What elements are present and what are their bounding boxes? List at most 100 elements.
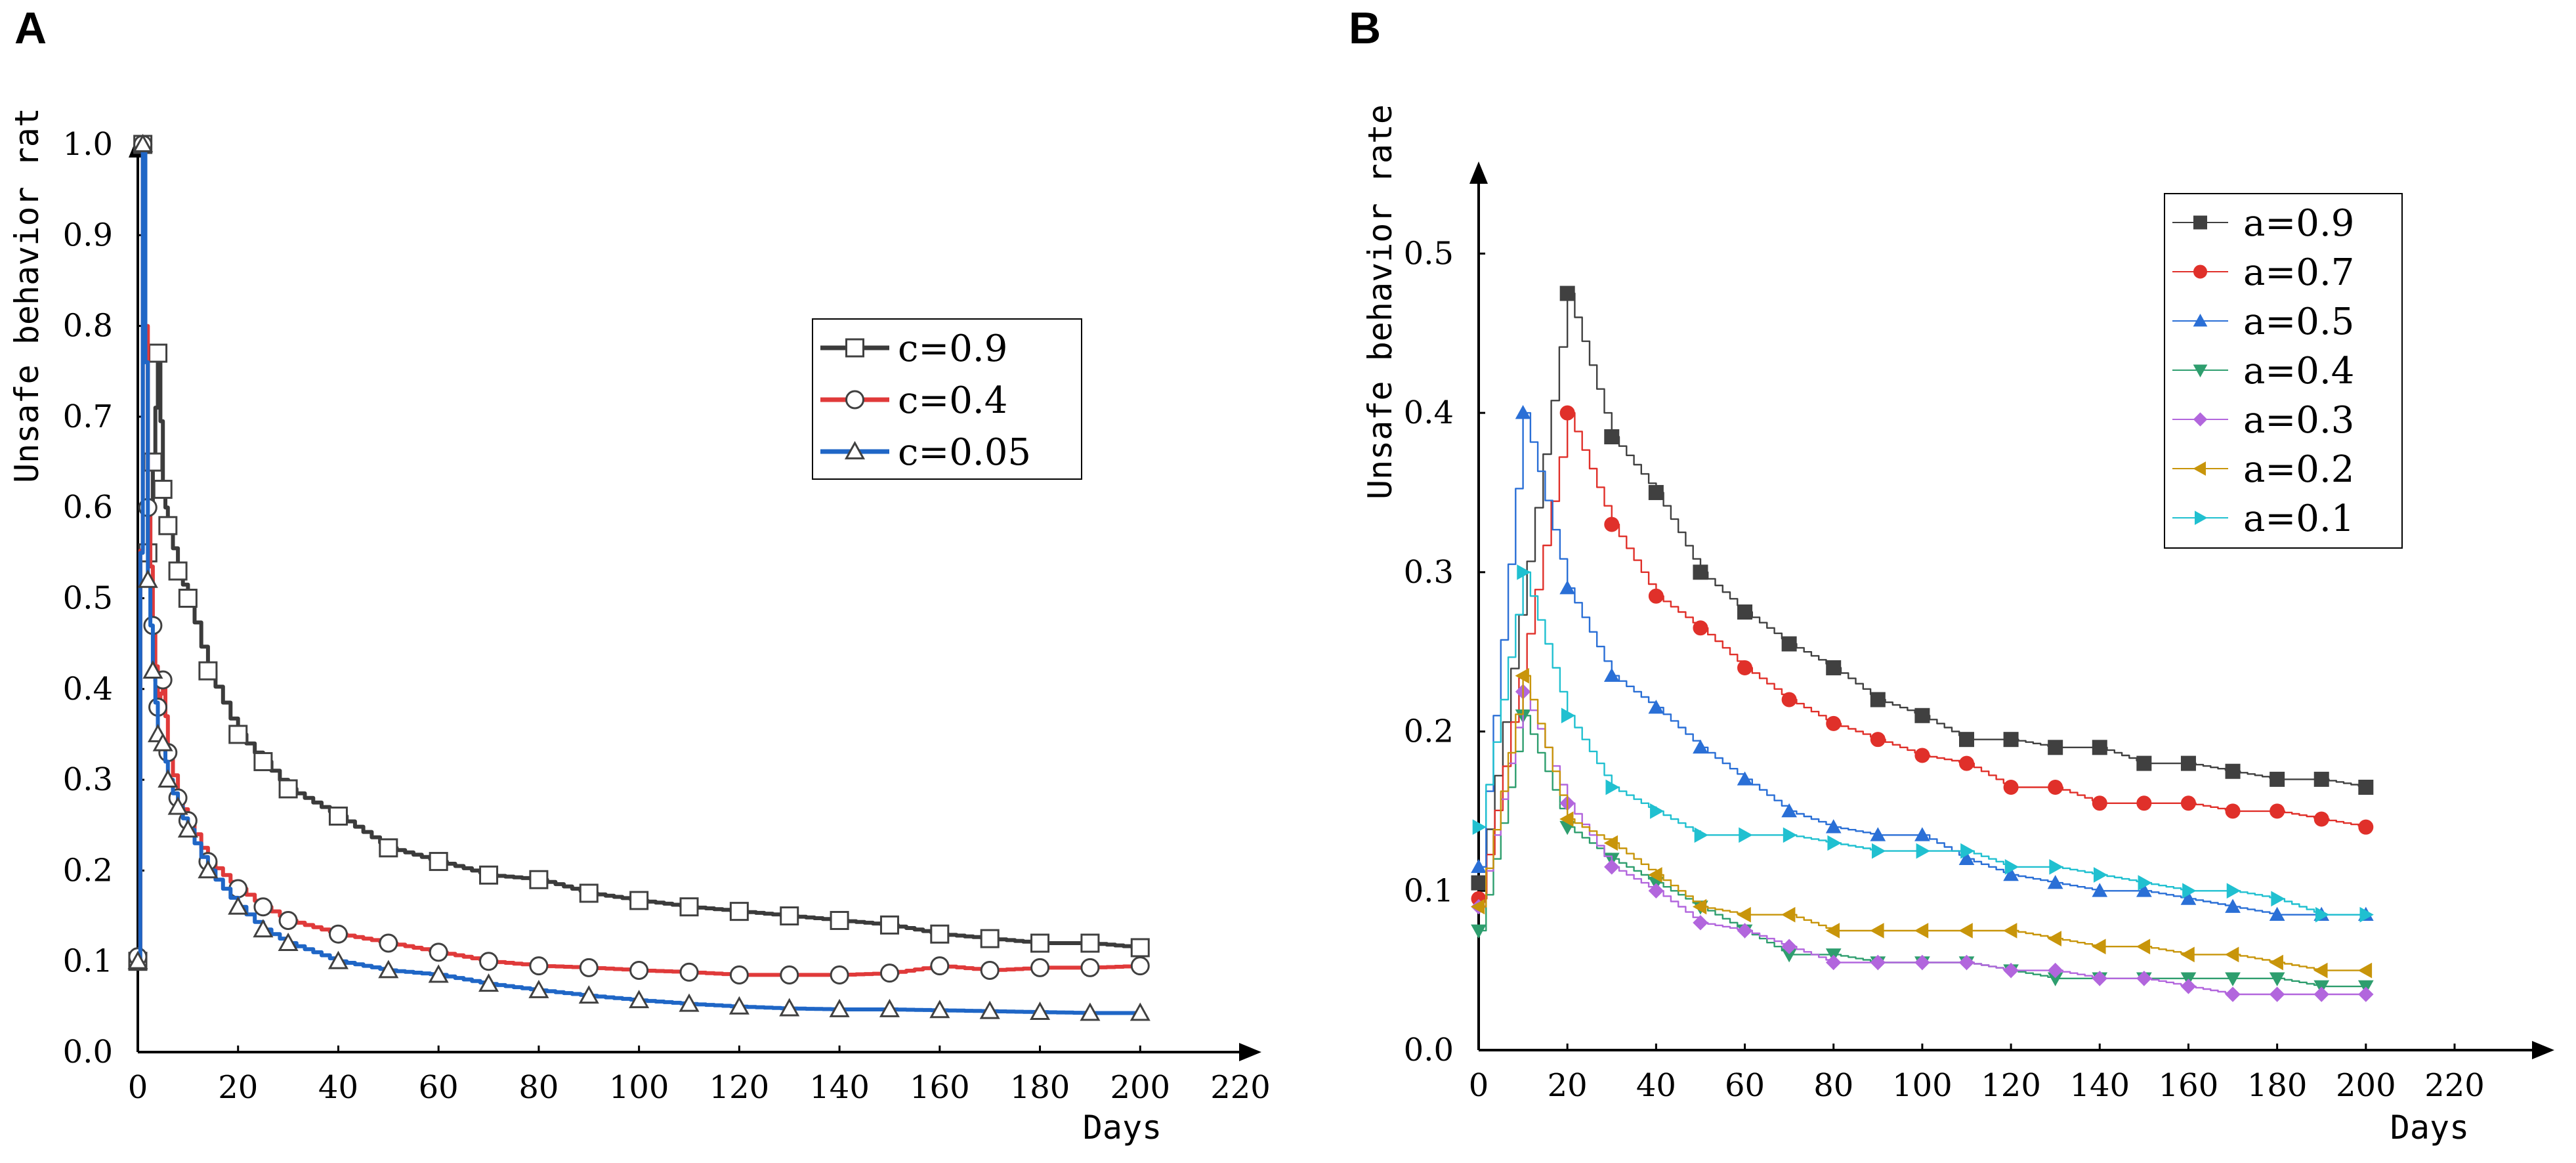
chart-a-series-c=0.9 (128, 135, 1150, 971)
chart-a-legend-label: c=0.9 (898, 328, 1007, 370)
chart-b-point (1826, 660, 1842, 675)
chart-a-x-axis-arrow (1239, 1043, 1261, 1061)
chart-a-point (127, 950, 148, 969)
chart-a: 0 20 40 60 80 100 120 140 160 180 200 220 0.0 0.1 0.2 0… (8, 108, 1271, 1147)
chart-b-x-tick-label: 140 (2069, 1067, 2130, 1104)
chart-a-point (679, 993, 700, 1012)
chart-a-point (728, 996, 750, 1015)
chart-a-point (228, 896, 249, 915)
chart-b-point (1781, 906, 1796, 923)
chart-a-legend: c=0.9 c=0.4 c=0.05 (812, 318, 1082, 480)
chart-a-point (879, 963, 899, 983)
chart-a-point (1030, 933, 1050, 953)
chart-b-point (2092, 740, 2107, 755)
chart-a-y-tick-label: 0.5 (63, 580, 113, 617)
chart-a-series-c=0.05 (127, 133, 1151, 1021)
chart-b-x-tick-label: 220 (2424, 1067, 2485, 1104)
chart-b-point (2180, 946, 2195, 963)
chart-b-y-axis-title: Unsafe behavior rate (1361, 104, 1399, 499)
chart-b-legend-label: a=0.4 (2243, 350, 2354, 392)
chart-b-point (1737, 906, 1751, 923)
chart-b-point (2225, 803, 2241, 819)
chart-b-point (1958, 851, 1975, 866)
chart-a-point (729, 965, 749, 984)
chart-b-point (1960, 843, 1975, 859)
chart-b-x-axis-arrow (2532, 1041, 2554, 1059)
chart-a-point (168, 561, 188, 581)
chart-b-x-tick-label: 60 (1725, 1067, 1765, 1104)
chart-b-legend-label: a=0.5 (2243, 301, 2354, 343)
chart-a-point (328, 924, 348, 944)
chart-a-legend-marker (844, 440, 866, 459)
chart-b-point (2315, 906, 2330, 923)
chart-b-point (1650, 803, 1664, 819)
chart-a-x-tick-label: 220 (1210, 1069, 1271, 1106)
chart-b-point (1870, 827, 1886, 841)
chart-b-legend-label: a=0.7 (2243, 251, 2354, 294)
chart-b-point (1470, 899, 1485, 915)
chart-a-point (158, 516, 178, 536)
chart-b-point (1914, 954, 1930, 971)
chart-b-point (1471, 858, 1487, 874)
chart-b-point (2092, 795, 2107, 811)
chart-a-point (198, 661, 218, 681)
chart-b-series-a=0.7 (1471, 405, 2374, 906)
chart-a-point (379, 933, 398, 953)
chart-b-y-tick-label: 0.4 (1404, 394, 1454, 431)
chart-a-point (428, 964, 449, 983)
chart-b-point (1826, 715, 1842, 731)
chart-b-point (1471, 924, 1487, 939)
chart-a-x-tick-label: 140 (809, 1069, 870, 1106)
chart-b-point (2313, 771, 2329, 787)
chart-b-point (1603, 667, 1620, 682)
chart-b-point (1958, 954, 1975, 971)
chart-b-point (1870, 954, 1886, 971)
chart-a-line-c=0.05 (138, 142, 1141, 1015)
chart-b-point (2269, 972, 2285, 986)
chart-a-point (278, 779, 298, 799)
chart-a-point (830, 965, 849, 984)
chart-b-point (2358, 986, 2374, 1002)
chart-a-point (1029, 1002, 1051, 1021)
chart-b-point (1692, 899, 1707, 915)
chart-a-legend-marker (845, 390, 864, 410)
chart-b-point (2357, 962, 2373, 979)
chart-a-x-tick-label: 60 (419, 1069, 459, 1106)
chart-b-point (2313, 962, 2328, 979)
chart-b-point (1603, 835, 1618, 851)
chart-b-point (1648, 700, 1664, 714)
chart-b-point (2358, 819, 2374, 835)
chart-b-point (2313, 811, 2329, 827)
chart-a-point (1130, 956, 1150, 976)
chart-b-point (1781, 692, 1797, 708)
chart-b-point (1604, 517, 1620, 532)
chart-a-x-tick-label: 200 (1110, 1069, 1170, 1106)
chart-a-point (829, 998, 850, 1017)
chart-b-point (1737, 660, 1753, 675)
chart-b-point (2049, 859, 2063, 875)
chart-b-legend-label: a=0.9 (2243, 202, 2354, 245)
chart-b-point (2270, 771, 2285, 787)
chart-b-point (1870, 923, 1884, 939)
chart-a-point (929, 1000, 950, 1019)
chart-b-point (2180, 891, 2197, 905)
chart-a-point (479, 952, 499, 971)
chart-b-point (1781, 636, 1797, 652)
chart-b-point (2136, 883, 2152, 897)
chart-a-x-tick-label: 40 (318, 1069, 358, 1106)
chart-b-y-tick-label: 0.0 (1404, 1032, 1454, 1068)
chart-a-point (1080, 1002, 1101, 1021)
chart-b-point (2358, 780, 2374, 795)
chart-b-point (1827, 835, 1842, 851)
chart-a-y-tick-label: 1.0 (63, 126, 113, 163)
chart-b-y-axis-arrow (1469, 161, 1488, 184)
chart-a-point (167, 796, 188, 815)
chart-b-y-tick-label: 0.2 (1404, 713, 1454, 750)
chart-a-point (979, 1000, 1000, 1019)
chart-b-point (2225, 763, 2241, 779)
chart-b-point (1914, 923, 1929, 939)
chart-b-legend-marker (2193, 412, 2208, 427)
chart-a-point (529, 870, 549, 889)
chart-a-point (158, 769, 179, 788)
